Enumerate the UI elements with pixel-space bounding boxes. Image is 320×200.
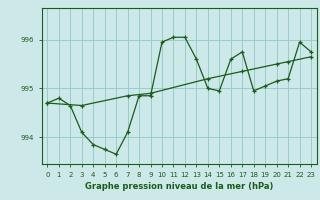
X-axis label: Graphe pression niveau de la mer (hPa): Graphe pression niveau de la mer (hPa) [85,182,273,191]
